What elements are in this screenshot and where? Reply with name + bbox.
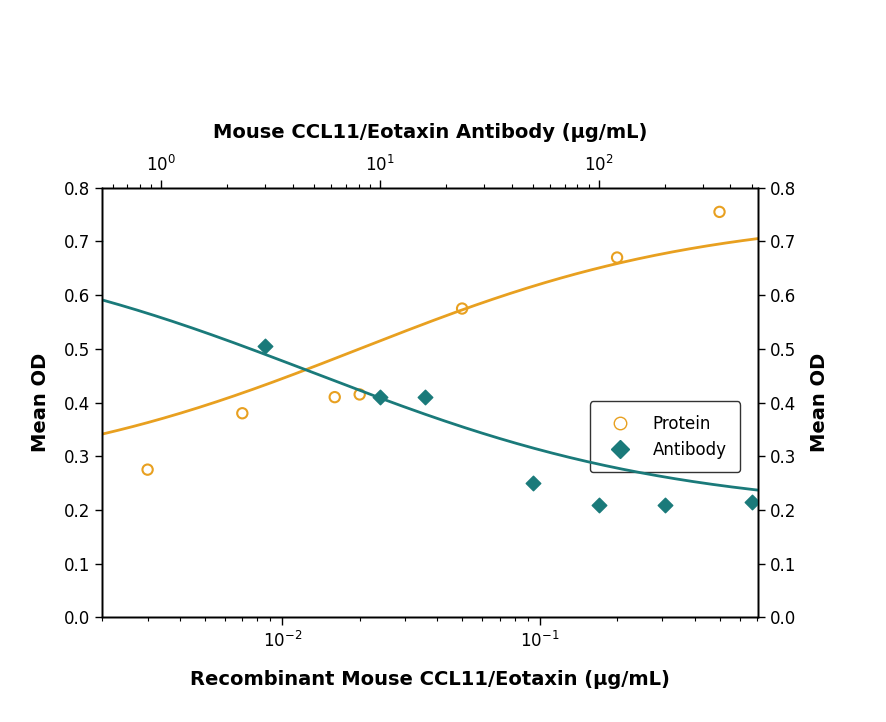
Point [417, 391, 431, 403]
Point [88, 235, 102, 247]
X-axis label: Recombinant Mouse CCL11/Eotaxin (μg/mL): Recombinant Mouse CCL11/Eotaxin (μg/mL) [190, 670, 670, 689]
Point [711, 206, 726, 217]
Point [657, 499, 671, 510]
Point [235, 407, 249, 419]
Point [352, 388, 366, 400]
Point [258, 340, 272, 352]
Point [327, 391, 341, 403]
Point [455, 303, 469, 314]
Y-axis label: Mean OD: Mean OD [810, 353, 828, 452]
Y-axis label: Mean OD: Mean OD [31, 353, 50, 452]
Point [591, 499, 605, 510]
Legend: Protein, Antibody: Protein, Antibody [589, 401, 740, 472]
Point [743, 496, 758, 508]
Point [140, 464, 154, 475]
X-axis label: Mouse CCL11/Eotaxin Antibody (μg/mL): Mouse CCL11/Eotaxin Antibody (μg/mL) [213, 123, 647, 142]
Point [372, 391, 386, 403]
Point [610, 252, 624, 264]
Point [525, 477, 540, 489]
